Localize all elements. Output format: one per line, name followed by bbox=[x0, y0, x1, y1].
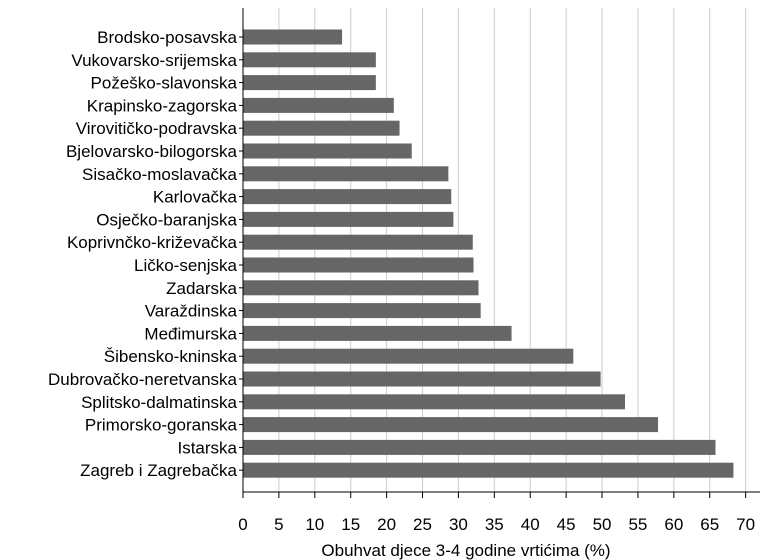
category-label-18: Primorsko-goranska bbox=[85, 416, 238, 435]
bar-3 bbox=[243, 75, 376, 91]
category-label-6: Bjelovarsko-bilogorska bbox=[66, 142, 238, 161]
x-tick-label-5: 5 bbox=[274, 515, 283, 534]
x-tick-label-25: 25 bbox=[413, 515, 432, 534]
bar-14 bbox=[243, 325, 512, 341]
bar-12 bbox=[243, 280, 479, 296]
bar-13 bbox=[243, 303, 481, 319]
bars bbox=[243, 29, 734, 478]
category-label-16: Dubrovačko-neretvanska bbox=[48, 370, 238, 389]
x-axis-label: Obuhvat djece 3-4 godine vrtićima (%) bbox=[321, 541, 610, 560]
category-label-17: Splitsko-dalmatinska bbox=[81, 393, 237, 412]
category-labels: Brodsko-posavska Vukovarsko-srijemska Pože… bbox=[48, 28, 238, 480]
x-tick-label-35: 35 bbox=[485, 515, 504, 534]
axes bbox=[239, 8, 760, 498]
bar-2 bbox=[243, 52, 376, 68]
x-tick-label-0: 0 bbox=[238, 515, 247, 534]
category-label-9: Osječko-baranjska bbox=[96, 210, 237, 229]
x-tick-label-50: 50 bbox=[593, 515, 612, 534]
x-tick-label-10: 10 bbox=[305, 515, 324, 534]
category-label-15: Šibensko-kninska bbox=[104, 347, 238, 366]
x-tick-label-65: 65 bbox=[700, 515, 719, 534]
x-tick-label-70: 70 bbox=[736, 515, 755, 534]
bar-8 bbox=[243, 189, 452, 205]
x-tick-label-55: 55 bbox=[628, 515, 647, 534]
category-label-10: Koprivnčko-križevačka bbox=[67, 233, 238, 252]
category-label-11: Ličko-senjska bbox=[134, 256, 238, 275]
x-tick-label-20: 20 bbox=[377, 515, 396, 534]
bar-17 bbox=[243, 394, 626, 410]
x-tick-label-60: 60 bbox=[664, 515, 683, 534]
x-tick-label-15: 15 bbox=[341, 515, 360, 534]
category-label-14: Međimurska bbox=[144, 324, 237, 343]
gridlines bbox=[278, 8, 747, 492]
category-label-3: Požeško-slavonska bbox=[91, 74, 238, 93]
category-label-7: Sisačko-moslavačka bbox=[82, 165, 237, 184]
bar-15 bbox=[243, 348, 574, 364]
category-label-5: Virovitičko-podravska bbox=[76, 119, 238, 138]
bar-4 bbox=[243, 97, 394, 113]
bar-1 bbox=[243, 29, 343, 45]
bar-6 bbox=[243, 143, 412, 159]
bar-7 bbox=[243, 166, 449, 182]
bar-11 bbox=[243, 257, 474, 273]
category-label-12: Zadarska bbox=[166, 279, 237, 298]
bar-5 bbox=[243, 120, 400, 136]
bar-18 bbox=[243, 417, 659, 433]
bar-9 bbox=[243, 211, 454, 227]
category-label-13: Varaždinska bbox=[145, 302, 238, 321]
category-label-20: Zagreb i Zagrebačka bbox=[80, 461, 237, 480]
category-label-2: Vukovarsko-srijemska bbox=[71, 51, 237, 70]
tick-labels: 0 5 10 15 20 25 30 35 40 45 50 55 60 65 70 bbox=[238, 515, 755, 534]
category-label-8: Karlovačka bbox=[153, 188, 238, 207]
bar-16 bbox=[243, 371, 601, 387]
bar-10 bbox=[243, 234, 473, 250]
x-tick-label-45: 45 bbox=[557, 515, 576, 534]
category-label-19: Istarska bbox=[177, 438, 237, 457]
category-label-4: Krapinsko-zagorska bbox=[87, 96, 238, 115]
bar-19 bbox=[243, 439, 716, 455]
category-label-1: Brodsko-posavska bbox=[97, 28, 237, 47]
x-tick-label-40: 40 bbox=[521, 515, 540, 534]
x-tick-label-30: 30 bbox=[449, 515, 468, 534]
bar-20 bbox=[243, 462, 734, 478]
